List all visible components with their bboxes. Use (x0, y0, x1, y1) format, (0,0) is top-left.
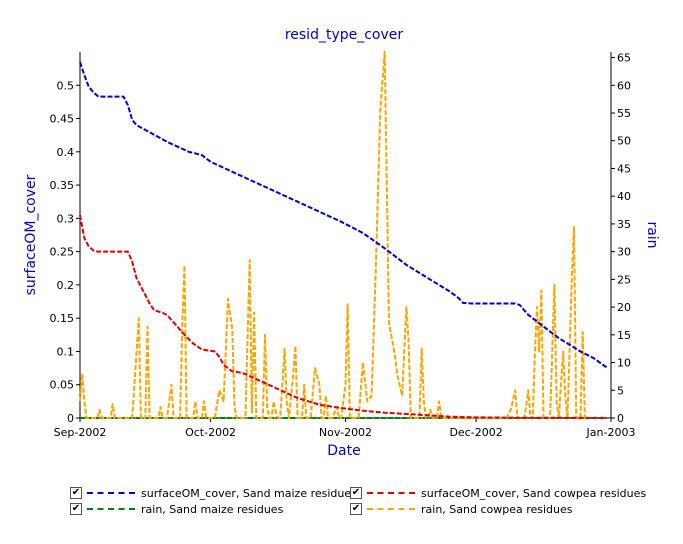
x-axis-title: Date (327, 443, 360, 459)
left-tick-label: 0.2 (57, 279, 75, 292)
right-tick-label: 65 (617, 52, 631, 65)
legend-label-series-2: rain, Sand maize residues (141, 502, 284, 516)
left-tick-label: 0.05 (50, 379, 75, 392)
legend-label-series-0: surfaceOM_cover, Sand maize residues (141, 486, 357, 500)
legend-checkbox-series-2[interactable]: ✔ (70, 503, 82, 515)
legend-checkbox-series-3[interactable]: ✔ (350, 503, 362, 515)
left-tick-label: 0.4 (57, 146, 75, 159)
legend-swatch-series-2 (87, 508, 135, 510)
legend-swatch-series-1 (367, 492, 415, 494)
legend-swatch-series-3 (367, 508, 415, 510)
right-tick-label: 10 (617, 357, 631, 370)
left-tick-label: 0.35 (50, 179, 75, 192)
right-tick-label: 5 (617, 384, 624, 397)
right-tick-label: 60 (617, 79, 631, 92)
right-tick-label: 50 (617, 135, 631, 148)
x-tick-label: Dec-2002 (449, 426, 502, 439)
legend-item-series-3[interactable]: ✔ rain, Sand cowpea residues (350, 501, 573, 517)
left-tick-label: 0 (67, 412, 74, 425)
right-y-axis-title: rain (644, 221, 660, 248)
right-y-axis: 0 5 10 15 20 25 30 35 40 45 50 55 60 65 (611, 52, 631, 425)
legend-swatch-series-0 (87, 492, 135, 494)
right-tick-label: 0 (617, 412, 624, 425)
legend-item-series-0[interactable]: ✔ surfaceOM_cover, Sand maize residues (70, 485, 357, 501)
x-tick-label: Nov-2002 (319, 426, 372, 439)
left-y-axis-title: surfaceOM_cover (23, 174, 39, 295)
right-tick-label: 45 (617, 162, 631, 175)
legend-checkbox-series-1[interactable]: ✔ (350, 487, 362, 499)
left-y-axis: 0 0.05 0.1 0.15 0.2 0.25 0.3 0.35 0.4 0.45 0.5 (50, 79, 80, 425)
right-tick-label: 30 (617, 246, 631, 259)
left-tick-label: 0.45 (50, 113, 75, 126)
right-tick-label: 25 (617, 273, 631, 286)
right-tick-label: 15 (617, 329, 631, 342)
right-tick-label: 20 (617, 301, 631, 314)
series-line-3 (79, 51, 590, 419)
legend-item-series-1[interactable]: ✔ surfaceOM_cover, Sand cowpea residues (350, 485, 646, 501)
right-tick-label: 55 (617, 107, 631, 120)
series-line-1 (79, 214, 607, 419)
legend-item-series-2[interactable]: ✔ rain, Sand maize residues (70, 501, 283, 517)
left-tick-label: 0.1 (57, 345, 75, 358)
left-tick-label: 0.3 (57, 212, 75, 225)
legend-checkbox-series-0[interactable]: ✔ (70, 487, 82, 499)
legend-label-series-3: rain, Sand cowpea residues (421, 502, 573, 516)
x-tick-label: Sep-2002 (54, 426, 107, 439)
x-tick-label: Oct-2002 (185, 426, 236, 439)
right-tick-label: 40 (617, 190, 631, 203)
left-tick-label: 0.25 (50, 246, 75, 259)
series-line-0 (79, 61, 608, 369)
legend-label-series-1: surfaceOM_cover, Sand cowpea residues (421, 486, 647, 500)
left-tick-label: 0.15 (50, 312, 75, 325)
x-tick-label: Jan-2003 (586, 426, 636, 439)
chart-title: resid_type_cover (285, 27, 404, 43)
series-layer (79, 51, 608, 419)
left-tick-label: 0.5 (57, 79, 75, 92)
right-tick-label: 35 (617, 218, 631, 231)
x-axis: Sep-2002 Oct-2002 Nov-2002 Dec-2002 Jan-2003 (54, 418, 636, 439)
